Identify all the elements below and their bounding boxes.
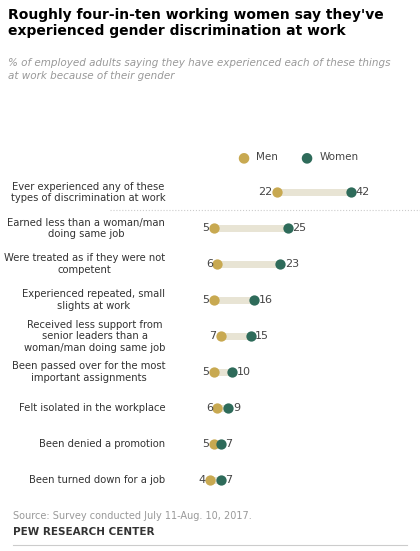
Point bbox=[225, 403, 232, 412]
Text: Were treated as if they were not
competent: Were treated as if they were not compete… bbox=[4, 253, 165, 275]
Text: Been turned down for a job: Been turned down for a job bbox=[29, 475, 165, 485]
Text: 22: 22 bbox=[258, 187, 272, 197]
Point bbox=[218, 476, 224, 484]
Point bbox=[247, 332, 254, 341]
Text: 7: 7 bbox=[226, 475, 233, 485]
Text: Felt isolated in the workplace: Felt isolated in the workplace bbox=[18, 403, 165, 413]
Text: 42: 42 bbox=[355, 187, 370, 197]
Text: Earned less than a woman/man
doing same job: Earned less than a woman/man doing same … bbox=[8, 218, 165, 239]
Text: 5: 5 bbox=[202, 223, 209, 233]
Point bbox=[210, 224, 217, 233]
Point bbox=[228, 368, 235, 376]
Text: 4: 4 bbox=[198, 475, 205, 485]
Text: Ever experienced any of these
types of discrimination at work: Ever experienced any of these types of d… bbox=[10, 182, 165, 203]
Text: 7: 7 bbox=[226, 439, 233, 449]
Point bbox=[210, 296, 217, 305]
Text: Been passed over for the most
important assignments: Been passed over for the most important … bbox=[12, 361, 165, 383]
Text: Received less support from
senior leaders than a
woman/man doing same job: Received less support from senior leader… bbox=[24, 320, 165, 353]
Text: 6: 6 bbox=[206, 403, 213, 413]
Point bbox=[273, 188, 280, 197]
Point bbox=[251, 296, 258, 305]
Point bbox=[214, 260, 220, 269]
Text: 10: 10 bbox=[236, 367, 250, 377]
Text: Experienced repeated, small
slights at work: Experienced repeated, small slights at w… bbox=[22, 289, 165, 311]
Text: PEW RESEARCH CENTER: PEW RESEARCH CENTER bbox=[13, 527, 154, 537]
Text: 6: 6 bbox=[206, 259, 213, 269]
Text: 25: 25 bbox=[292, 223, 306, 233]
Point bbox=[214, 403, 220, 412]
Text: 5: 5 bbox=[202, 367, 209, 377]
Point bbox=[218, 440, 224, 449]
Text: Men: Men bbox=[256, 152, 278, 162]
Text: 9: 9 bbox=[233, 403, 240, 413]
Point bbox=[210, 440, 217, 449]
Text: Been denied a promotion: Been denied a promotion bbox=[39, 439, 165, 449]
Text: Women: Women bbox=[319, 152, 358, 162]
Text: 7: 7 bbox=[209, 331, 216, 341]
Point bbox=[277, 260, 284, 269]
Point bbox=[207, 476, 213, 484]
Text: Roughly four-in-ten working women say they've
experienced gender discrimination : Roughly four-in-ten working women say th… bbox=[8, 8, 384, 39]
Text: % of employed adults saying they have experienced each of these things
at work b: % of employed adults saying they have ex… bbox=[8, 58, 391, 81]
Point bbox=[347, 188, 354, 197]
Text: 23: 23 bbox=[285, 259, 299, 269]
Text: ●: ● bbox=[238, 150, 249, 164]
Point bbox=[210, 368, 217, 376]
Text: 5: 5 bbox=[202, 439, 209, 449]
Text: ●: ● bbox=[301, 150, 312, 164]
Text: 5: 5 bbox=[202, 295, 209, 305]
Point bbox=[218, 332, 224, 341]
Text: 15: 15 bbox=[255, 331, 269, 341]
Text: 16: 16 bbox=[259, 295, 273, 305]
Point bbox=[284, 224, 291, 233]
Text: Source: Survey conducted July 11-Aug. 10, 2017.: Source: Survey conducted July 11-Aug. 10… bbox=[13, 511, 251, 521]
